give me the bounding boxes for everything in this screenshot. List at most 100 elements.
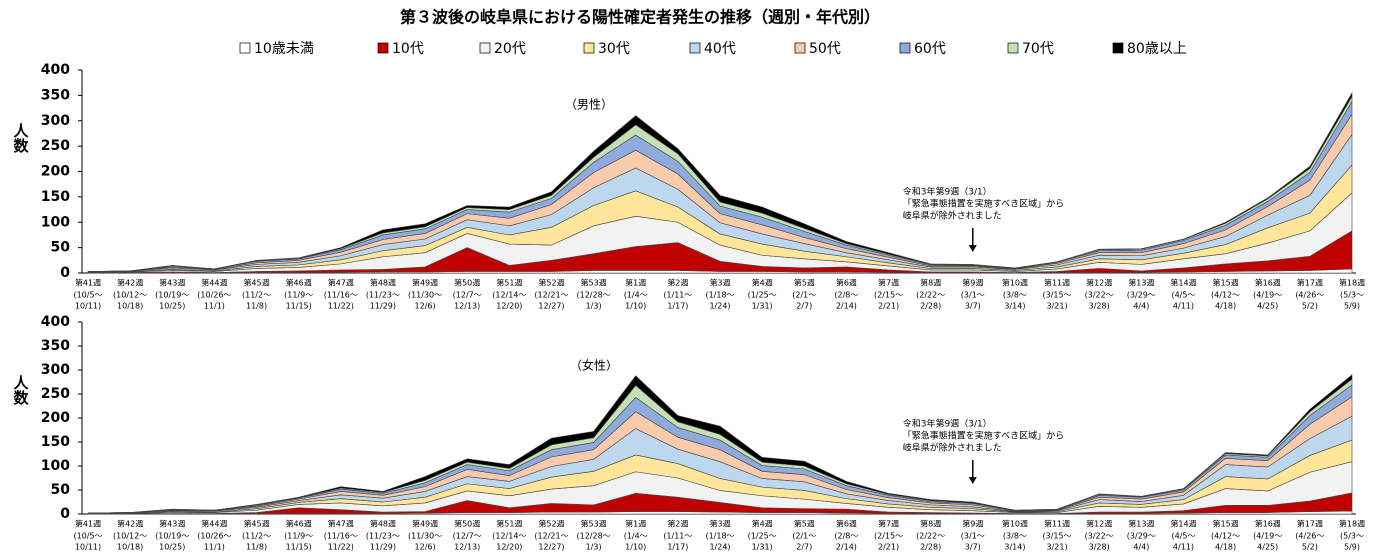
x-tick-label: 第3週 — [709, 519, 730, 529]
x-tick-label: 第53週 — [581, 519, 607, 529]
x-tick-label: 第51週 — [496, 519, 522, 529]
annotation: 「緊急事態措置を実施すべき区域」から — [903, 198, 1064, 210]
x-tick-date: (3/22〜 — [1085, 532, 1114, 541]
x-tick-date: 11/1) — [204, 302, 225, 311]
y-tick-label: 100 — [41, 458, 70, 474]
legend-label: 40代 — [704, 41, 736, 57]
x-tick-date: (1/11〜 — [663, 291, 692, 300]
x-tick-date: 3/21) — [1047, 302, 1068, 311]
x-tick-date: 11/22) — [328, 302, 354, 311]
x-tick-date: 2/21) — [878, 302, 899, 311]
x-tick-date: (2/15〜 — [874, 532, 903, 541]
x-tick-label: 第46週 — [286, 519, 312, 529]
legend-label: 20代 — [494, 41, 526, 57]
x-tick-label: 第43週 — [159, 519, 185, 529]
x-tick-date: (3/8〜 — [1003, 291, 1027, 300]
x-tick-date: 3/28) — [1089, 302, 1110, 311]
y-tick-label: 350 — [41, 87, 70, 103]
x-tick-date: (1/18〜 — [705, 532, 734, 541]
x-tick-label: 第11週 — [1044, 519, 1070, 529]
x-tick-date: (2/15〜 — [874, 291, 903, 300]
x-tick-date: 1/10) — [625, 302, 646, 311]
x-tick-date: (10/19〜 — [155, 532, 189, 541]
x-tick-date: (2/8〜 — [834, 291, 858, 300]
x-tick-date: (3/22〜 — [1085, 291, 1114, 300]
y-tick-label: 50 — [51, 240, 71, 256]
x-tick-date: (4/12〜 — [1211, 532, 1240, 541]
x-tick-label: 第48週 — [370, 519, 396, 529]
x-tick-label: 第14週 — [1170, 278, 1196, 288]
x-tick-date: 1/17) — [667, 543, 688, 552]
legend-swatch — [794, 42, 806, 54]
x-tick-date: 4/25) — [1257, 543, 1278, 552]
x-tick-label: 第42週 — [117, 278, 143, 288]
x-tick-label: 第41週 — [75, 519, 101, 529]
x-tick-date: 3/7) — [965, 302, 981, 311]
x-tick-label: 第4週 — [752, 278, 773, 288]
legend-swatch — [239, 42, 251, 54]
x-tick-label: 第12週 — [1086, 519, 1112, 529]
x-tick-label: 第5週 — [794, 278, 815, 288]
x-tick-date: (11/23〜 — [366, 532, 400, 541]
x-tick-label: 第6週 — [836, 278, 857, 288]
x-tick-date: 5/2) — [1302, 543, 1318, 552]
y-tick-label: 350 — [41, 338, 70, 354]
x-tick-date: 3/14) — [1004, 543, 1025, 552]
x-tick-label: 第45週 — [243, 519, 269, 529]
x-tick-date: (3/15〜 — [1043, 291, 1072, 300]
x-tick-label: 第44週 — [201, 519, 227, 529]
x-tick-date: 12/6) — [415, 302, 436, 311]
x-tick-date: (1/25〜 — [748, 291, 777, 300]
x-tick-label: 第14週 — [1170, 519, 1196, 529]
x-tick-date: 12/13) — [454, 302, 480, 311]
x-tick-date: (12/7〜 — [453, 532, 482, 541]
x-tick-date: (2/1〜 — [792, 532, 816, 541]
x-tick-date: 4/4) — [1133, 543, 1149, 552]
legend-swatch — [1007, 42, 1019, 54]
x-tick-date: 4/25) — [1257, 302, 1278, 311]
x-tick-date: (11/2〜 — [242, 532, 271, 541]
x-tick-label: 第46週 — [286, 278, 312, 288]
x-tick-label: 第5週 — [794, 519, 815, 529]
legend-label: 60代 — [914, 41, 946, 57]
x-tick-label: 第42週 — [117, 519, 143, 529]
annotation-arrowhead — [968, 477, 977, 484]
x-tick-date: (4/26〜 — [1295, 532, 1324, 541]
x-tick-date: 11/29) — [370, 543, 396, 552]
x-tick-label: 第17週 — [1297, 278, 1323, 288]
x-tick-date: (11/16〜 — [324, 532, 358, 541]
x-tick-date: (12/28〜 — [577, 532, 611, 541]
x-tick-date: (12/7〜 — [453, 291, 482, 300]
x-tick-date: (11/9〜 — [284, 291, 313, 300]
y-tick-label: 300 — [41, 362, 70, 378]
legend-label: 80歳以上 — [1127, 41, 1187, 57]
x-tick-label: 第18週 — [1339, 278, 1365, 288]
x-tick-label: 第53週 — [581, 278, 607, 288]
x-tick-label: 第51週 — [496, 278, 522, 288]
x-tick-label: 第7週 — [878, 519, 899, 529]
x-tick-label: 第11週 — [1044, 278, 1070, 288]
x-tick-date: 10/25) — [159, 302, 185, 311]
x-tick-label: 第8週 — [920, 519, 941, 529]
x-tick-label: 第2週 — [667, 278, 688, 288]
x-tick-label: 第41週 — [75, 278, 101, 288]
x-tick-date: 12/27) — [538, 302, 564, 311]
y-tick-label: 0 — [60, 265, 70, 281]
x-tick-date: (10/5〜 — [73, 532, 102, 541]
y-tick-label: 250 — [41, 138, 70, 154]
legend-swatch — [689, 42, 701, 54]
x-tick-date: (12/28〜 — [577, 291, 611, 300]
y-tick-label: 0 — [60, 506, 70, 522]
y-tick-label: 400 — [41, 314, 70, 330]
x-tick-date: (10/12〜 — [113, 291, 147, 300]
legend-swatch — [1112, 42, 1124, 54]
x-tick-date: 11/8) — [246, 302, 267, 311]
x-tick-label: 第49週 — [412, 519, 438, 529]
x-tick-label: 第1週 — [625, 278, 646, 288]
x-tick-date: (4/5〜 — [1171, 291, 1195, 300]
x-tick-date: (11/2〜 — [242, 291, 271, 300]
x-tick-date: (3/29〜 — [1127, 532, 1156, 541]
x-tick-label: 第16週 — [1255, 519, 1281, 529]
area — [87, 374, 1353, 514]
x-tick-date: 2/14) — [836, 543, 857, 552]
